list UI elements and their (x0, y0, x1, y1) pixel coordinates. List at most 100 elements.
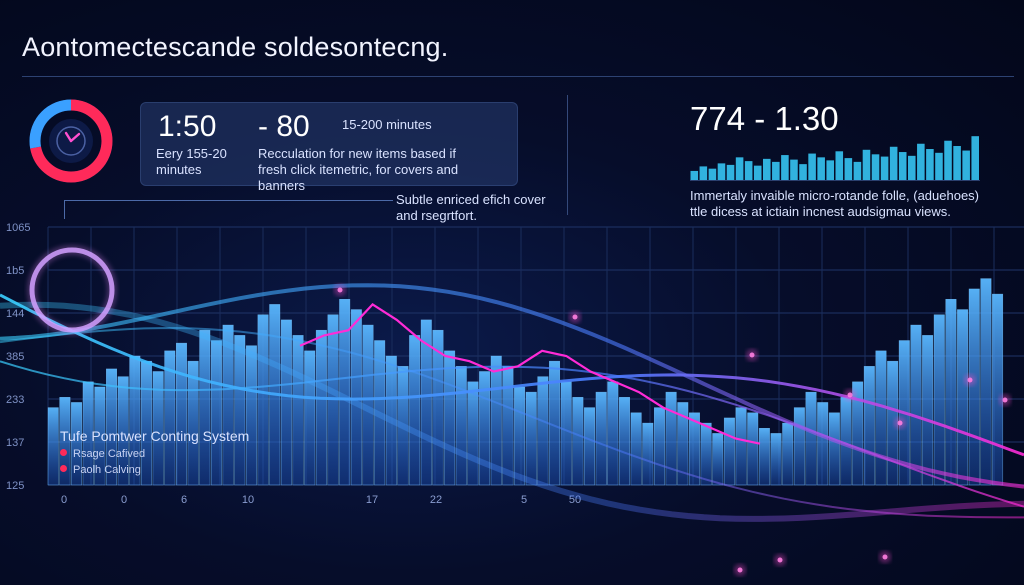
bar (222, 324, 234, 486)
bar (992, 293, 1004, 486)
bar (688, 412, 700, 486)
bar (817, 402, 829, 486)
bar (409, 335, 421, 486)
bar-series (47, 278, 1004, 486)
mini-bar (889, 146, 898, 180)
legend-item: Paolh Calving (60, 464, 141, 476)
wave-line (0, 283, 1024, 489)
bar (420, 319, 432, 486)
bar (805, 391, 817, 486)
mini-bar (699, 166, 708, 180)
donut-gauge (29, 99, 113, 183)
bar (922, 335, 934, 486)
bar (700, 422, 712, 486)
x-tick-label: 0 (121, 494, 127, 506)
page-title: Aontomectescande soldesontecng. (22, 32, 449, 62)
mini-bar (898, 152, 907, 180)
mini-bar (781, 155, 789, 180)
bar (479, 371, 491, 486)
bar (502, 366, 514, 486)
glow-dot-core (737, 567, 743, 573)
mini-bar (808, 153, 816, 180)
bar (828, 412, 840, 486)
wave-line (0, 301, 1024, 522)
bar (595, 391, 607, 486)
bar (187, 360, 199, 486)
bar (665, 391, 677, 486)
bar (304, 350, 316, 486)
bar (234, 335, 246, 486)
glow-dot-core (337, 287, 343, 293)
bar (117, 376, 129, 486)
bar (619, 397, 630, 486)
bar (141, 360, 152, 486)
bar (444, 350, 456, 486)
mini-bar (799, 164, 807, 180)
y-axis-ticks: 1065 1b5 144 385 233 137 125 (6, 222, 30, 492)
clock-icon (56, 126, 86, 156)
bar (315, 329, 327, 486)
mini-bar (708, 168, 717, 180)
line-series (299, 302, 761, 445)
mini-bar (763, 158, 771, 180)
bar (968, 288, 980, 486)
bar (47, 407, 59, 486)
bar (653, 407, 665, 486)
mini-bar (962, 150, 970, 180)
mini-bar (871, 154, 880, 180)
y-tick-label: 1b5 (6, 265, 24, 277)
mini-bar (790, 159, 798, 180)
line-series-path (299, 302, 761, 445)
bar (537, 376, 549, 486)
range-value: 774 - 1.30 (690, 100, 839, 137)
bar (630, 412, 642, 486)
legend-title: Tufe Pomtwer Conting System (60, 428, 250, 444)
bar (152, 371, 164, 486)
legend-label: Rsage Cafived (73, 448, 146, 460)
bar (957, 309, 969, 486)
glow-dot-core (882, 554, 888, 560)
bar (280, 319, 292, 486)
legend-dot-icon (60, 449, 67, 456)
bar (175, 342, 187, 486)
glow-dot-core (897, 420, 903, 426)
mini-bar-chart (690, 136, 979, 180)
bar (945, 298, 957, 486)
callout-connector (64, 200, 393, 219)
callout-note: Subtle enriced efich cover and rsegrtfor… (396, 192, 546, 223)
right-panel-note: Immertaly invaible micro-rotande folle, … (690, 188, 980, 219)
y-tick-label: 233 (6, 394, 24, 406)
bar (770, 433, 782, 486)
vertical-divider (567, 95, 568, 215)
mini-bar (944, 140, 952, 180)
bar (455, 366, 467, 486)
bar (164, 350, 176, 486)
bar (642, 422, 654, 486)
stat-range-label: 15-200 minutes (342, 117, 432, 132)
mini-chart-baseline (690, 180, 980, 181)
glow-dot-core (777, 557, 783, 563)
mini-bar (717, 163, 726, 180)
bar (863, 366, 875, 486)
mini-bar (953, 146, 961, 180)
legend-label: Paolh Calving (73, 464, 141, 476)
bar (350, 309, 362, 486)
mini-bar (835, 151, 844, 180)
legend-item: Rsage Cafived (60, 448, 145, 460)
stat-secondary-caption: Recculation for new items based if fresh… (258, 146, 459, 193)
x-tick-label: 10 (242, 494, 254, 506)
bar (560, 381, 572, 486)
bar (339, 298, 351, 486)
title-divider (22, 76, 1014, 77)
stats-panel (140, 102, 518, 186)
mini-bar (862, 149, 871, 180)
mini-bar (726, 164, 735, 180)
stat-primary-value: 1:50 (158, 110, 217, 143)
x-tick-label: 0 (61, 494, 67, 506)
bar (793, 407, 805, 486)
x-tick-label: 5 (521, 494, 527, 506)
mini-bar (917, 143, 925, 180)
x-tick-label: 17 (366, 494, 378, 506)
x-tick-label: 22 (430, 494, 442, 506)
